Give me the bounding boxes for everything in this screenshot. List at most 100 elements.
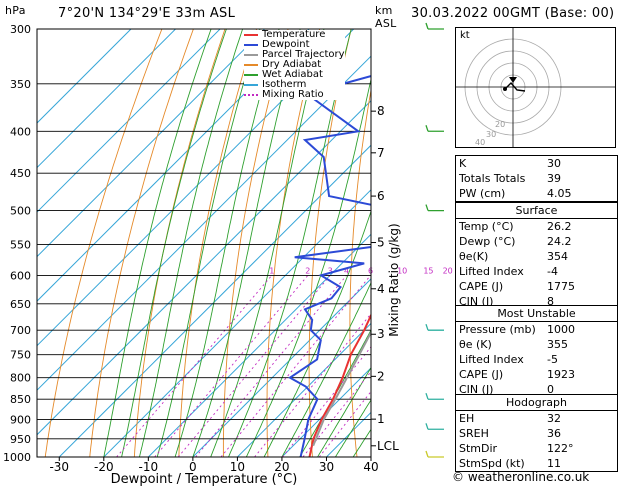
isotherm-line xyxy=(37,29,176,169)
mixing-ratio-label: 1 xyxy=(269,266,274,275)
x-tick-label: -20 xyxy=(94,460,114,474)
index-value: 11 xyxy=(547,457,561,470)
legend-swatch xyxy=(244,74,258,76)
hodograph-table-title: Hodograph xyxy=(506,396,567,409)
hodograph-table-panel: Hodograph EH 32 SREH 36 StmDir 122° StmSpd (kt… xyxy=(455,394,618,472)
index-row: StmDir 122° xyxy=(456,441,617,456)
wind-barb xyxy=(425,324,444,331)
x-tick-label: 0 xyxy=(189,460,197,474)
x-tick-label: 10 xyxy=(230,460,245,474)
pressure-tick-label: 350 xyxy=(10,78,31,91)
index-value: 39 xyxy=(547,172,561,185)
index-key: PW (cm) xyxy=(459,187,506,200)
index-row: Temp (°C) 26.2 xyxy=(456,218,617,234)
dry-adiabat-line xyxy=(428,29,446,457)
legend-label: Wet Adiabat xyxy=(262,69,323,80)
index-key: CIN (J) xyxy=(459,383,494,396)
index-value: 354 xyxy=(547,250,568,263)
legend-label: Mixing Ratio xyxy=(262,89,324,100)
pressure-tick-label: 550 xyxy=(10,238,31,251)
index-row: Dewp (°C) 24.2 xyxy=(456,234,617,249)
km-tick-label: 7 xyxy=(377,146,385,160)
pressure-tick-label: 750 xyxy=(10,349,31,362)
legend-label: Isotherm xyxy=(262,79,307,90)
index-value: 1000 xyxy=(547,323,575,336)
index-row: CAPE (J) 1923 xyxy=(456,367,617,382)
pressure-tick-label: 950 xyxy=(10,433,31,446)
index-value: 24.2 xyxy=(547,235,572,248)
hodograph-unit: kt xyxy=(460,30,470,41)
storm-motion-marker xyxy=(509,77,517,83)
hodograph-frame xyxy=(455,27,616,148)
index-value: 1923 xyxy=(547,368,575,381)
copyright-footer: © weatheronline.co.uk xyxy=(452,470,590,484)
legend-swatch xyxy=(244,64,258,66)
mixing-ratio-label: 20 xyxy=(443,266,453,275)
km-unit-label: km xyxy=(375,4,393,17)
x-axis-title: Dewpoint / Temperature (°C) xyxy=(111,472,298,486)
index-key: StmSpd (kt) xyxy=(459,457,525,470)
legend-item: Isotherm xyxy=(244,80,345,90)
mixing-ratio-line xyxy=(282,346,371,457)
dry-adiabat-line xyxy=(44,29,163,457)
index-key: CIN (J) xyxy=(459,295,494,308)
index-value: -4 xyxy=(547,265,558,278)
most-unstable-panel: Most Unstable Pressure (mb) 1000 θe (K) 355… xyxy=(455,305,618,398)
index-value: 122° xyxy=(547,442,574,455)
legend-swatch xyxy=(244,94,258,96)
pressure-tick-label: 650 xyxy=(10,298,31,311)
index-key: θe(K) xyxy=(459,250,489,263)
mixing-ratio-label: 15 xyxy=(423,266,433,275)
legend-item: Parcel Trajectory xyxy=(244,50,345,60)
index-row: θe (K) 355 xyxy=(456,337,617,352)
hodograph-trace xyxy=(504,81,526,92)
wet-adiabat-line xyxy=(103,29,212,457)
pressure-tick-label: 400 xyxy=(10,125,31,138)
dewpoint-profile xyxy=(288,75,371,457)
index-key: K xyxy=(459,157,467,170)
isotherm-line xyxy=(281,367,371,457)
legend-label: Temperature xyxy=(262,29,326,40)
surface-title: Surface xyxy=(515,204,558,217)
hodograph-point xyxy=(503,87,507,91)
surface-panel: Surface Temp (°C) 26.2 Dewp (°C) 24.2 θe(K) 3… xyxy=(455,202,618,310)
index-row: Lifted Index -4 xyxy=(456,264,617,279)
isotherm-line xyxy=(192,278,371,457)
wet-adiabat-line xyxy=(121,29,227,457)
isotherm-line xyxy=(37,29,355,347)
wet-adiabat-line xyxy=(317,366,371,457)
index-value: 0 xyxy=(547,383,554,396)
km-tick-label: 5 xyxy=(377,236,385,250)
index-row: PW (cm) 4.05 xyxy=(456,186,617,201)
wet-adiabat-line xyxy=(138,29,244,457)
pressure-tick-label: 450 xyxy=(10,167,31,180)
index-key: Dewp (°C) xyxy=(459,235,516,248)
temperature-profile xyxy=(308,313,371,457)
mixing-ratio-line xyxy=(154,275,309,457)
legend-item: Temperature xyxy=(244,30,345,40)
index-row: CIN (J) 0 xyxy=(456,382,617,397)
legend: Temperature Dewpoint Parcel Trajectory Dry … xyxy=(244,30,345,100)
index-key: Lifted Index xyxy=(459,265,524,278)
index-key: θe (K) xyxy=(459,338,492,351)
mixing-ratio-label: 4 xyxy=(344,266,349,275)
x-tick-label: -30 xyxy=(49,460,69,474)
most-unstable-title: Most Unstable xyxy=(497,307,576,320)
pressure-tick-label: 700 xyxy=(10,324,31,337)
dry-adiabat-line xyxy=(133,29,226,457)
indices-panel: K 30 Totals Totals 39 PW (cm) 4.05 xyxy=(455,155,618,202)
index-row: θe(K) 354 xyxy=(456,249,617,264)
km-tick-label: 6 xyxy=(377,189,385,203)
legend-label: Dry Adiabat xyxy=(262,59,322,70)
index-value: 30 xyxy=(547,157,561,170)
legend-swatch xyxy=(244,34,258,36)
index-row: StmSpd (kt) 11 xyxy=(456,456,617,471)
index-row: K 30 xyxy=(456,156,617,171)
index-key: Totals Totals xyxy=(459,172,526,185)
legend-item: Mixing Ratio xyxy=(244,90,345,100)
isotherm-line xyxy=(37,29,310,302)
datetime-title: 30.03.2022 00GMT (Base: 00) xyxy=(411,6,615,21)
km-tick-label: 1 xyxy=(377,412,385,426)
mixing-ratio-line xyxy=(302,370,371,457)
